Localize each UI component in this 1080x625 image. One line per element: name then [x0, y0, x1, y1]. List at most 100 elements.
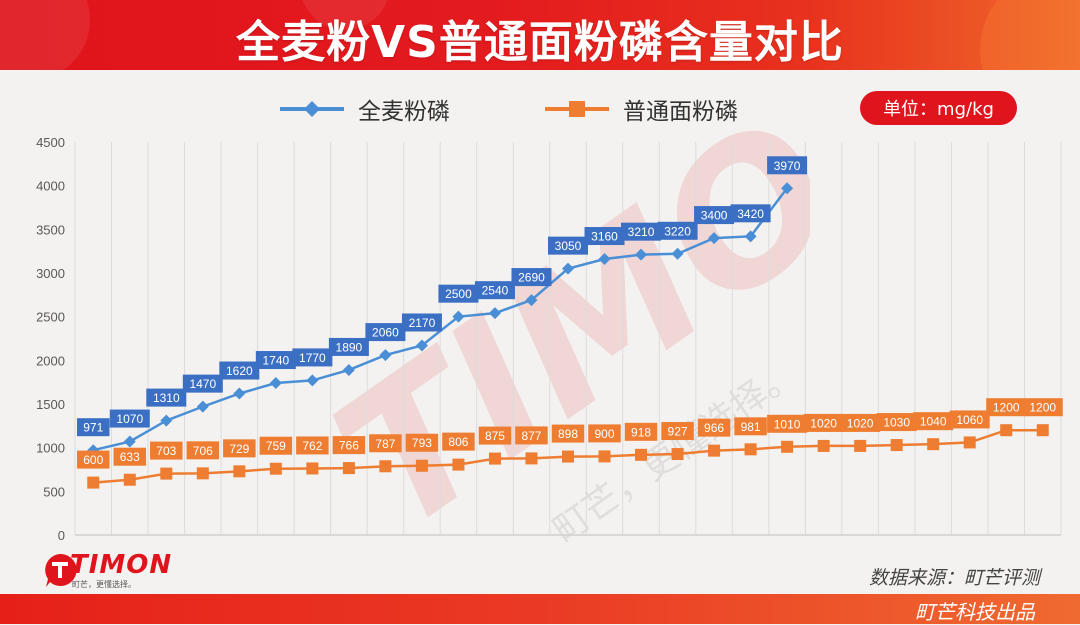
diamond-marker — [781, 182, 794, 195]
data-label: 729 — [229, 442, 249, 456]
data-label: 3160 — [591, 230, 618, 244]
data-label-bg — [365, 323, 406, 342]
data-label: 703 — [156, 444, 176, 458]
data-label-bg — [219, 361, 260, 380]
data-label: 1200 — [1029, 401, 1056, 415]
data-label-bg — [661, 422, 694, 441]
data-label-bg — [697, 418, 731, 437]
square-marker — [525, 452, 538, 465]
diamond-marker — [123, 435, 136, 448]
data-label-bg — [405, 433, 439, 452]
data-label: 875 — [485, 429, 505, 443]
data-label: 1770 — [299, 351, 326, 365]
legend-label: 普通面粉磷 — [623, 99, 738, 125]
data-label-bg — [150, 441, 183, 460]
data-label: 1620 — [226, 364, 253, 378]
y-tick-label: 1000 — [36, 441, 65, 456]
square-marker — [854, 439, 867, 452]
y-tick-label: 500 — [43, 484, 65, 499]
data-label-bg — [186, 441, 220, 460]
data-label: 3970 — [774, 159, 801, 173]
data-label: 898 — [558, 427, 578, 441]
square-marker — [744, 443, 757, 456]
square-marker — [1000, 424, 1013, 437]
data-label-bg — [296, 436, 329, 455]
data-label: 1030 — [883, 416, 910, 430]
unit-badge: 单位：mg/kg — [860, 91, 1017, 125]
data-label-bg — [369, 434, 402, 453]
diamond-marker — [196, 400, 209, 413]
square-marker — [927, 438, 940, 451]
data-label-bg — [621, 222, 662, 241]
diamond-marker — [708, 232, 721, 245]
data-label: 3210 — [628, 225, 655, 239]
data-label: 877 — [521, 429, 541, 443]
diamond-line-icon — [280, 101, 344, 117]
data-label-bg — [734, 417, 767, 436]
data-label-bg — [767, 156, 808, 175]
square-marker — [671, 448, 684, 461]
data-label-bg — [876, 413, 917, 432]
square-marker — [452, 458, 465, 471]
data-label-bg — [986, 398, 1027, 417]
square-marker — [562, 450, 574, 463]
data-label-bg — [109, 409, 150, 428]
data-label-bg — [913, 412, 954, 431]
square-marker — [415, 459, 428, 472]
data-label-bg — [949, 410, 990, 429]
square-marker — [306, 462, 319, 475]
square-line-icon — [545, 101, 609, 117]
data-label: 793 — [412, 436, 432, 450]
y-tick-label: 2500 — [36, 310, 65, 325]
footer-credit: 町芒科技出品 — [915, 600, 1035, 624]
diamond-marker — [671, 247, 684, 260]
square-marker — [160, 467, 173, 480]
logo-text: TIMON — [70, 550, 173, 580]
data-label-bg — [255, 351, 296, 370]
diamond-marker — [415, 339, 428, 352]
y-tick-label: 2000 — [36, 353, 65, 368]
data-label-bg — [584, 227, 625, 246]
data-label: 900 — [595, 427, 615, 441]
data-label: 2060 — [372, 326, 399, 340]
data-label: 787 — [375, 437, 395, 451]
data-label-bg — [551, 424, 585, 443]
square-marker — [488, 452, 501, 465]
data-label-bg — [588, 424, 621, 443]
chart-legend: 全麦粉磷 普通面粉磷 — [280, 92, 833, 126]
data-label-bg — [77, 450, 110, 469]
y-tick-label: 0 — [58, 528, 65, 543]
data-label-bg — [332, 436, 366, 455]
data-label: 918 — [631, 425, 651, 439]
data-label-bg — [803, 413, 844, 432]
decorative-circle — [980, 0, 1080, 70]
data-label: 759 — [266, 439, 286, 453]
square-marker — [817, 439, 830, 452]
data-label: 633 — [120, 450, 140, 464]
chart-title: 全麦粉VS普通面粉磷含量对比 — [236, 17, 844, 68]
y-tick-label: 3500 — [36, 222, 65, 237]
data-label: 1890 — [336, 340, 363, 354]
data-label-bg — [474, 281, 515, 300]
diamond-marker — [269, 377, 282, 390]
square-marker — [963, 436, 976, 449]
data-label-bg — [657, 221, 698, 240]
footer-bar: 町芒科技出品 — [0, 594, 1080, 624]
square-marker — [87, 476, 100, 489]
diamond-marker — [635, 248, 648, 261]
data-label: 3400 — [701, 209, 728, 223]
square-marker — [196, 467, 209, 480]
diamond-marker — [306, 374, 319, 387]
data-label: 2170 — [409, 316, 436, 330]
data-label: 1020 — [847, 416, 874, 430]
data-label-bg — [548, 236, 588, 255]
data-label: 762 — [302, 439, 322, 453]
data-label: 706 — [193, 444, 213, 458]
data-label: 1740 — [263, 354, 290, 368]
square-marker — [598, 450, 611, 463]
data-label-bg — [511, 268, 552, 287]
data-label: 1200 — [993, 401, 1020, 415]
y-tick-label: 4500 — [36, 135, 65, 150]
data-label-bg — [515, 426, 548, 445]
